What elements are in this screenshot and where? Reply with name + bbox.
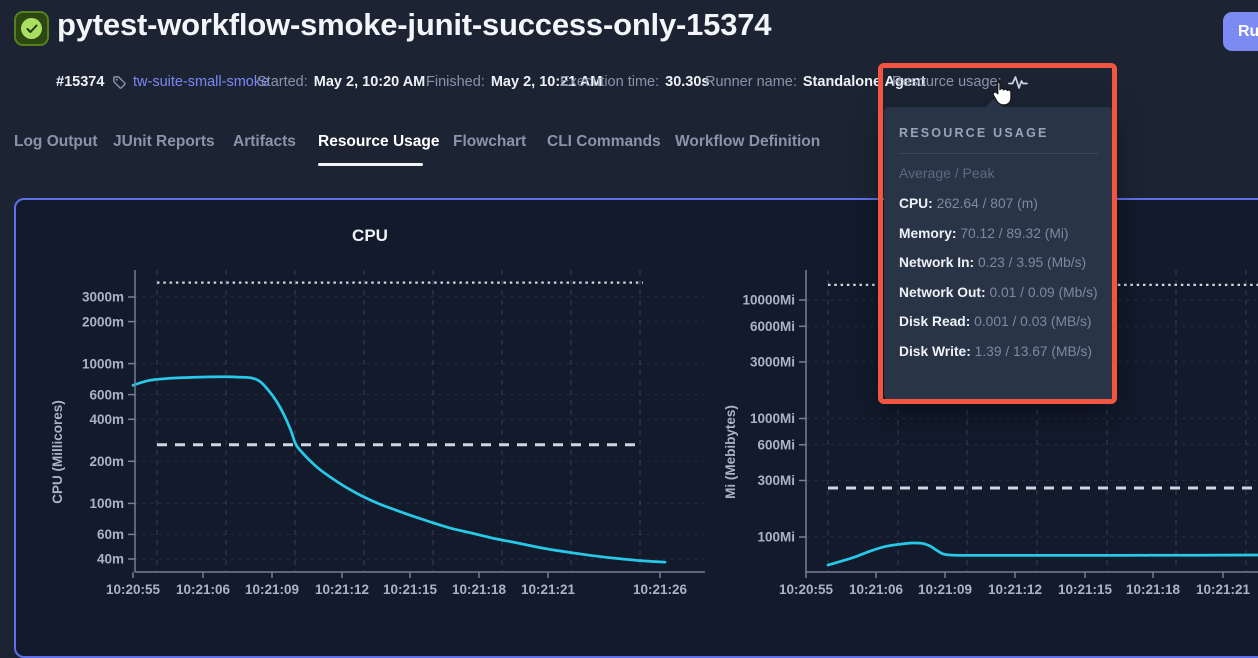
popover-row-disk-read: Disk Read: 0.001 / 0.03 (MB/s) xyxy=(899,314,1092,329)
popover-row-network-in: Network In: 0.23 / 3.95 (Mb/s) xyxy=(899,255,1087,270)
execution-time-meta: Execution time: 30.30s xyxy=(560,74,710,90)
status-passed-icon xyxy=(14,11,49,46)
finished-meta: Finished: May 2, 10:21 AM xyxy=(426,74,603,90)
active-tab-underline xyxy=(318,163,423,166)
popover-arrow xyxy=(985,98,1004,117)
resource-usage-trigger[interactable]: Resource usage: xyxy=(892,73,1028,91)
tab-junit-reports[interactable]: JUnit Reports xyxy=(113,133,215,150)
tab-cli-commands[interactable]: CLI Commands xyxy=(547,133,661,150)
resource-usage-popover: RESOURCE USAGE Average / Peak CPU: 262.6… xyxy=(884,98,1113,400)
popover-row-cpu: CPU: 262.64 / 807 (m) xyxy=(899,196,1038,211)
page-title: pytest-workflow-smoke-junit-success-only… xyxy=(57,7,772,42)
popover-subtitle: Average / Peak xyxy=(899,165,995,181)
run-number: #15374 xyxy=(56,74,105,90)
run-again-button[interactable]: Ru xyxy=(1223,12,1258,51)
popover-divider xyxy=(899,153,1098,154)
runner-meta: Runner name: Standalone Agent xyxy=(705,74,926,90)
workflow-link[interactable]: tw-suite-small-smoke xyxy=(112,73,269,91)
tab-workflow-definition[interactable]: Workflow Definition xyxy=(675,133,821,150)
tag-icon xyxy=(113,75,126,89)
check-circle-icon xyxy=(21,18,42,39)
tab-flowchart[interactable]: Flowchart xyxy=(453,133,527,150)
tab-artifacts[interactable]: Artifacts xyxy=(233,133,296,150)
workflow-execution-page: pytest-workflow-smoke-junit-success-only… xyxy=(14,7,1258,658)
workflow-link-label[interactable]: tw-suite-small-smoke xyxy=(133,74,270,90)
activity-pulse-icon[interactable] xyxy=(1007,74,1028,90)
popover-row-network-out: Network Out: 0.01 / 0.09 (Mb/s) xyxy=(899,284,1098,300)
started-meta: Started: May 2, 10:20 AM xyxy=(257,74,426,90)
popover-row-disk-write: Disk Write: 1.39 / 13.67 (MB/s) xyxy=(899,343,1092,359)
tab-log-output[interactable]: Log Output xyxy=(14,133,98,150)
popover-row-memory: Memory: 70.12 / 89.32 (Mi) xyxy=(899,225,1069,241)
tab-resource-usage[interactable]: Resource Usage xyxy=(318,133,440,150)
popover-title: RESOURCE USAGE xyxy=(899,126,1049,140)
